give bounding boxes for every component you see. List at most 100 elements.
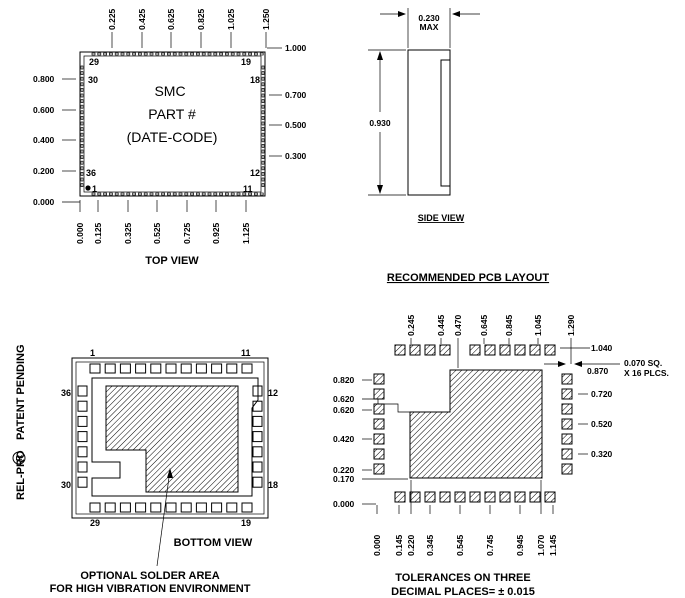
top-view-pin-mark [261,177,265,182]
top-view-pin-mark [261,132,265,137]
pcb-pad [394,344,406,356]
top-view-pin-mark [155,192,160,196]
top-view-pin-11: 11 [243,184,253,194]
top-view-dim-bottom-0525: 0.525 [152,222,162,244]
bottom-view-pad [180,502,192,513]
top-view-dim-left-0800: 0.800 [33,74,55,84]
pcb-pad [439,344,451,356]
top-view-pin-mark [196,192,200,196]
top-view-pin-mark [80,99,84,103]
top-view-pin-mark [172,192,177,196]
top-view-pin-mark [259,192,264,196]
top-view-pin-mark [138,192,142,196]
bottom-view-pad [252,431,263,443]
pcb-pad [454,491,466,503]
pcb-pad [373,373,385,385]
top-view-dim-top-0225: 0.225 [107,8,117,30]
side-view: 0.230 MAX 0.930 SIDE VIEW [368,8,480,223]
pcb-layout: RECOMMENDED PCB LAYOUT 0.245 0.445 0.470… [333,272,669,598]
pcb-dim-bottom-0345: 0.345 [425,534,435,556]
bottom-view-trace-outline [91,377,259,497]
pcb-pad [561,448,573,460]
top-view-marking-part: PART # [148,106,196,122]
bottom-view-pad [77,476,88,488]
top-view-pin-mark [213,52,218,56]
top-view-dim-left-0000: 0.000 [33,197,55,207]
top-view-pin-mark [219,52,223,56]
pcb-dim-bottom-0220: 0.220 [406,534,416,556]
top-view-pin-mark [190,52,194,56]
top-view-dim-left-0200: 0.200 [33,166,55,176]
solder-area-note-line1: OPTIONAL SOLDER AREA [80,570,219,582]
top-view-pin-mark [207,192,212,196]
pcb-dim-top-1290: 1.290 [566,314,576,336]
bottom-view-pad [119,363,131,374]
pcb-pad [514,344,526,356]
bottom-view-pad [211,363,223,374]
top-view-pin-mark [248,52,252,56]
top-view-pin-mark [248,192,252,196]
top-view-pin-mark [126,52,131,56]
bottom-view-pin-29: 29 [90,518,100,528]
pcb-dim-bottom-0145: 0.145 [394,534,404,556]
top-view-pin-29: 29 [89,57,99,67]
registered-mark-letter: R [14,455,24,461]
bottom-view-pad [77,415,88,427]
bottom-view-pin-19: 19 [241,518,251,528]
bottom-view-pad [150,502,162,513]
optional-solder-area [105,385,239,493]
top-view-pin-mark [80,183,84,187]
top-view-pin-mark [80,76,84,81]
top-view-pin-mark [132,192,136,196]
top-view-marking-smc: SMC [154,83,185,99]
pcb-pad [514,491,526,503]
top-view-dim-left-0600: 0.600 [33,105,55,115]
top-view-dim-bottom-1125: 1.125 [241,222,251,244]
top-view-dim-top-0625: 0.625 [166,8,176,30]
top-view-pin-mark [261,144,265,148]
pcb-pad [409,344,421,356]
top-view-pin-mark [80,149,84,154]
pcb-pad [469,344,481,356]
pcb-pad [544,344,556,356]
top-view-pin-mark [242,52,247,56]
top-view-pin-mark [213,192,218,196]
side-view-caption: SIDE VIEW [418,213,465,223]
bottom-view-body-outline [71,357,269,519]
pcb-dim-bottom-1145: 1.145 [548,534,558,556]
pcb-pad [424,344,436,356]
bottom-view-pin-12: 12 [268,388,278,398]
top-view-dim-left-0400: 0.400 [33,135,55,145]
top-view-pin-mark [161,52,165,56]
bottom-view-pad [252,461,263,473]
top-view-pin-mark [97,192,102,196]
top-view: SMC PART # (DATE-CODE) 29 19 30 18 36 12… [33,8,307,267]
pcb-pad [373,418,385,430]
top-view-pin-mark [225,192,229,196]
bottom-view-pad-array [77,363,263,513]
bottom-view-pad [195,363,207,374]
top-view-pin-mark [184,52,189,56]
top-view-dim-right-0300: 0.300 [285,151,307,161]
top-view-dim-bottom-0325: 0.325 [123,222,133,244]
tolerance-note-line1: TOLERANCES ON THREE [395,572,530,584]
pcb-pad-array [373,344,573,503]
pcb-layout-title: RECOMMENDED PCB LAYOUT [387,272,549,284]
top-view-pin-mark [143,52,148,56]
top-view-pin-mark [80,166,84,171]
top-view-pin-36: 36 [86,168,96,178]
top-view-pin-mark [178,52,183,56]
side-view-height-dim: 0.930 [369,118,391,128]
top-view-dim-bottom-0925: 0.925 [211,222,221,244]
pcb-pad [561,433,573,445]
solder-area-leader [156,469,171,567]
pin-1-indicator-dot [85,185,91,191]
pcb-pad [484,344,496,356]
bottom-view-pad [135,502,147,513]
top-view-pin-mark [80,121,84,126]
bottom-view-caption: BOTTOM VIEW [174,537,253,549]
top-view-pin-row [80,52,265,196]
top-view-pin-mark [80,132,84,137]
top-view-pin-mark [91,192,96,196]
pcb-pad [373,403,385,415]
